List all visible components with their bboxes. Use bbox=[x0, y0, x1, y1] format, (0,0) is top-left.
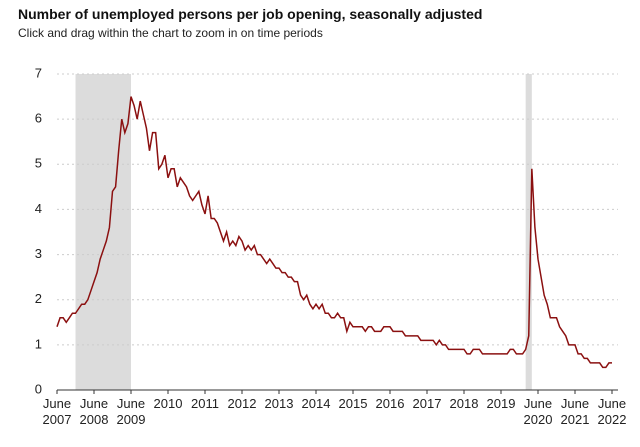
x-tick-label: 2010 bbox=[153, 396, 183, 411]
x-tick-label: June 2008 bbox=[79, 396, 109, 427]
x-tick-label: 2016 bbox=[375, 396, 405, 411]
y-tick-label: 7 bbox=[35, 65, 42, 80]
x-tick-label: 2014 bbox=[301, 396, 331, 411]
recession-shade bbox=[525, 74, 532, 390]
y-tick-label: 3 bbox=[35, 246, 42, 261]
y-tick-label: 1 bbox=[35, 336, 42, 351]
x-tick-label: June 2022 bbox=[597, 396, 627, 427]
x-tick-label: June 2021 bbox=[560, 396, 590, 427]
x-tick-label: 2019 bbox=[486, 396, 516, 411]
x-tick-label: 2018 bbox=[449, 396, 479, 411]
y-tick-label: 0 bbox=[35, 381, 42, 396]
x-tick-label: 2013 bbox=[264, 396, 294, 411]
chart-title: Number of unemployed persons per job ope… bbox=[18, 6, 483, 22]
x-tick-label: 2011 bbox=[191, 396, 219, 411]
chart-subtitle: Click and drag within the chart to zoom … bbox=[18, 26, 323, 40]
x-tick-label: June 2009 bbox=[116, 396, 146, 427]
x-tick-label: June 2007 bbox=[42, 396, 72, 427]
x-tick-label: June 2020 bbox=[523, 396, 553, 427]
x-tick-label: 2015 bbox=[338, 396, 368, 411]
y-tick-label: 4 bbox=[35, 201, 42, 216]
y-tick-label: 5 bbox=[35, 156, 42, 171]
y-tick-label: 6 bbox=[35, 111, 42, 126]
y-tick-label: 2 bbox=[35, 291, 42, 306]
x-tick-label: 2017 bbox=[412, 396, 442, 411]
data-line bbox=[56, 96, 612, 369]
x-tick-label: 2012 bbox=[227, 396, 257, 411]
